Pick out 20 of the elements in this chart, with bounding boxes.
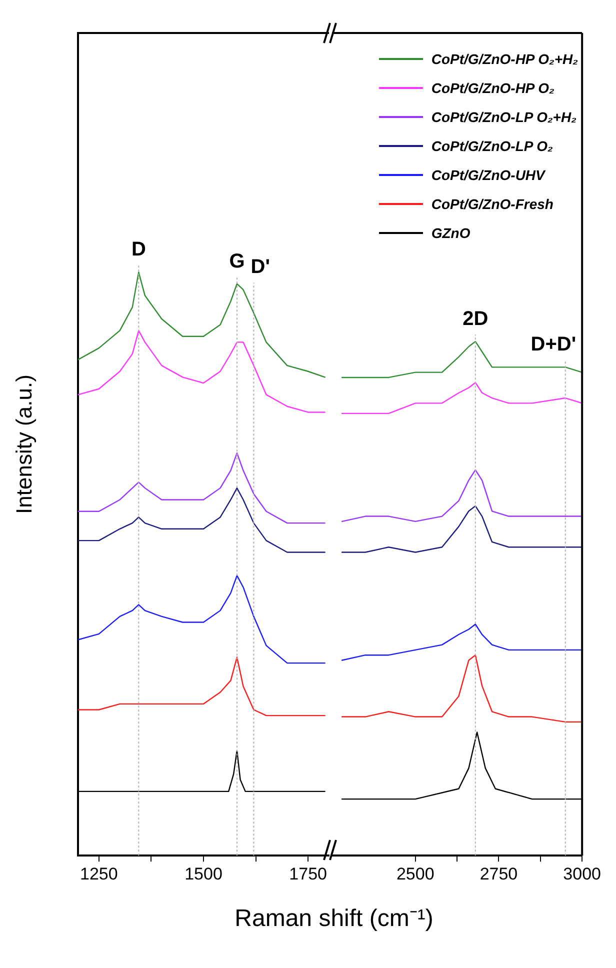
legend-label: CoPt/G/ZnO-HP O₂+H₂	[431, 50, 578, 66]
x-tick-label: 1250	[80, 864, 118, 884]
y-axis-title: Intensity (a.u.)	[11, 374, 36, 514]
legend-label: CoPt/G/ZnO-LP O₂+H₂	[431, 108, 576, 124]
legend-label: GZnO	[431, 224, 470, 240]
legend-label: CoPt/G/ZnO-Fresh	[431, 196, 554, 212]
ref-line-label: D'	[250, 256, 270, 278]
ref-line-label: G	[229, 250, 245, 272]
x-axis-title: Raman shift (cm⁻¹)	[234, 904, 434, 933]
legend-label: CoPt/G/ZnO-LP O₂	[431, 138, 553, 154]
x-tick-label: 2750	[480, 864, 518, 884]
x-tick-label: 2500	[396, 864, 434, 884]
ref-line-label: D+D'	[530, 334, 576, 356]
ref-line-label: D	[131, 238, 146, 261]
legend-label: CoPt/G/ZnO-UHV	[431, 166, 545, 182]
x-tick-label: 1750	[289, 864, 328, 884]
ref-line-label: 2D	[462, 308, 488, 330]
legend-label: CoPt/G/ZnO-HP O₂	[431, 80, 554, 96]
x-tick-label: 1500	[184, 864, 222, 884]
x-tick-label: 3000	[563, 864, 602, 884]
